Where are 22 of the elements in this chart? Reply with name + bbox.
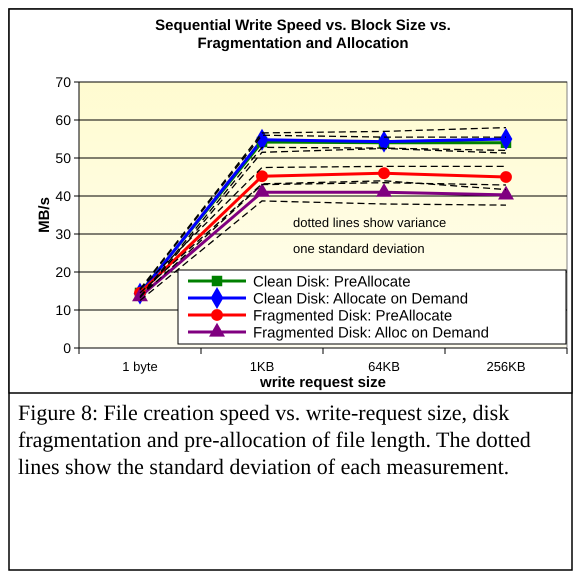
x-tick-label: 256KB (486, 359, 526, 374)
y-tick-label: 50 (55, 150, 72, 166)
legend-label: Clean Disk: PreAllocate (253, 273, 411, 290)
annotation: one standard deviation (293, 241, 425, 256)
caption: Figure 8: File creation speed vs. write-request size, disk fragmentation and pre-allocation of file length. The dotted lines show the standard deviation of each measurement. (18, 400, 531, 479)
y-tick-label: 40 (55, 188, 72, 204)
x-tick-label: 1KB (250, 359, 274, 374)
y-tick-label: 30 (55, 226, 72, 242)
y-tick-label: 70 (55, 74, 72, 90)
y-tick-label: 60 (55, 112, 72, 128)
legend-label: Fragmented Disk: PreAllocate (253, 307, 452, 324)
y-tick-label: 0 (63, 340, 72, 356)
x-tick-label: 64KB (368, 359, 400, 374)
x-tick-label: 1 byte (122, 359, 158, 374)
legend-label: Clean Disk: Allocate on Demand (253, 290, 468, 308)
y-tick-label: 20 (55, 264, 72, 280)
y-tick-label: 10 (55, 302, 72, 318)
annotation: dotted lines show variance (293, 215, 446, 230)
y-axis-title: MB/s (36, 197, 53, 233)
chart-title: Sequential Write Speed vs. Block Size vs. Fragmentation and Allocation (155, 17, 451, 52)
x-axis-title: write request size (259, 374, 386, 391)
legend-label: Fragmented Disk: Alloc on Demand (253, 324, 489, 342)
